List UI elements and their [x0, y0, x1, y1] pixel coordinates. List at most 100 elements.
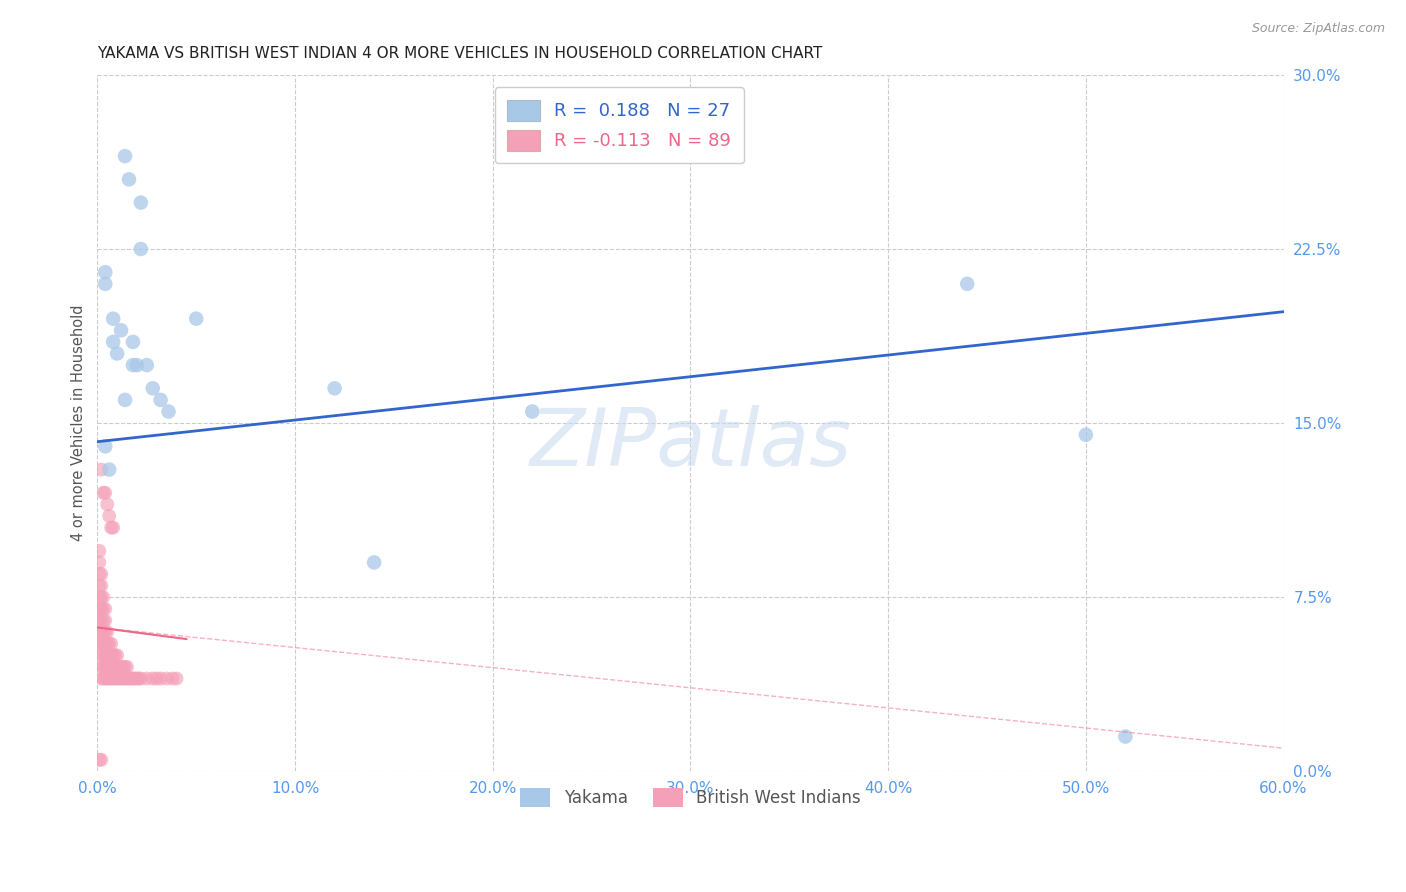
- Point: [104, 648, 127, 663]
- Point: [90, 648, 112, 663]
- Text: YAKAMA VS BRITISH WEST INDIAN 4 OR MORE VEHICLES IN HOUSEHOLD CORRELATION CHART: YAKAMA VS BRITISH WEST INDIAN 4 OR MORE …: [97, 46, 823, 62]
- Point: [120, 672, 142, 686]
- Point: [104, 660, 127, 674]
- Point: [90, 753, 112, 767]
- Point: [96, 672, 118, 686]
- Point: [124, 672, 146, 686]
- Point: [90, 591, 112, 605]
- Point: [91, 672, 114, 686]
- Point: [94, 648, 117, 663]
- Point: [118, 672, 141, 686]
- Point: [90, 660, 112, 674]
- Point: [105, 346, 128, 360]
- Point: [94, 485, 117, 500]
- Point: [98, 648, 121, 663]
- Point: [956, 277, 979, 291]
- Point: [105, 648, 128, 663]
- Point: [91, 591, 114, 605]
- Point: [125, 358, 148, 372]
- Point: [90, 567, 112, 582]
- Point: [108, 672, 131, 686]
- Point: [96, 660, 118, 674]
- Point: [145, 672, 167, 686]
- Point: [90, 614, 112, 628]
- Point: [98, 508, 121, 523]
- Point: [1114, 730, 1136, 744]
- Point: [101, 520, 124, 534]
- Point: [91, 614, 114, 628]
- Point: [90, 672, 112, 686]
- Point: [89, 614, 111, 628]
- Point: [101, 648, 124, 663]
- Point: [96, 625, 118, 640]
- Point: [1074, 427, 1097, 442]
- Point: [142, 672, 165, 686]
- Point: [101, 311, 124, 326]
- Point: [105, 660, 128, 674]
- Point: [101, 334, 124, 349]
- Point: [89, 544, 111, 558]
- Point: [89, 579, 111, 593]
- Point: [157, 404, 180, 418]
- Point: [108, 660, 131, 674]
- Point: [104, 672, 127, 686]
- Point: [94, 660, 117, 674]
- Point: [100, 672, 122, 686]
- Point: [94, 602, 117, 616]
- Point: [89, 567, 111, 582]
- Point: [96, 648, 118, 663]
- Point: [94, 439, 117, 453]
- Point: [100, 648, 122, 663]
- Point: [363, 556, 385, 570]
- Point: [96, 497, 118, 511]
- Point: [91, 485, 114, 500]
- Point: [155, 672, 177, 686]
- Point: [165, 672, 187, 686]
- Point: [112, 660, 135, 674]
- Point: [100, 637, 122, 651]
- Point: [129, 195, 152, 210]
- Point: [125, 672, 148, 686]
- Point: [89, 591, 111, 605]
- Point: [101, 660, 124, 674]
- Point: [114, 149, 136, 163]
- Point: [114, 392, 136, 407]
- Text: ZIPatlas: ZIPatlas: [530, 405, 852, 483]
- Point: [90, 462, 112, 476]
- Point: [135, 358, 157, 372]
- Point: [142, 381, 165, 395]
- Point: [129, 672, 152, 686]
- Point: [89, 625, 111, 640]
- Point: [186, 311, 208, 326]
- Point: [94, 277, 117, 291]
- Point: [89, 602, 111, 616]
- Point: [110, 672, 132, 686]
- Point: [122, 334, 145, 349]
- Point: [129, 242, 152, 256]
- Point: [91, 660, 114, 674]
- Point: [118, 172, 141, 186]
- Point: [98, 462, 121, 476]
- Text: Source: ZipAtlas.com: Source: ZipAtlas.com: [1251, 22, 1385, 36]
- Point: [100, 520, 122, 534]
- Point: [96, 637, 118, 651]
- Point: [94, 672, 117, 686]
- Point: [91, 648, 114, 663]
- Point: [114, 672, 136, 686]
- Point: [94, 637, 117, 651]
- Point: [110, 660, 132, 674]
- Point: [94, 265, 117, 279]
- Point: [110, 323, 132, 337]
- Point: [149, 672, 172, 686]
- Point: [115, 672, 138, 686]
- Point: [105, 672, 128, 686]
- Point: [90, 637, 112, 651]
- Point: [89, 753, 111, 767]
- Point: [115, 660, 138, 674]
- Point: [128, 672, 150, 686]
- Legend: Yakama, British West Indians: Yakama, British West Indians: [512, 780, 869, 815]
- Point: [91, 602, 114, 616]
- Point: [89, 637, 111, 651]
- Y-axis label: 4 or more Vehicles in Household: 4 or more Vehicles in Household: [72, 305, 86, 541]
- Point: [101, 672, 124, 686]
